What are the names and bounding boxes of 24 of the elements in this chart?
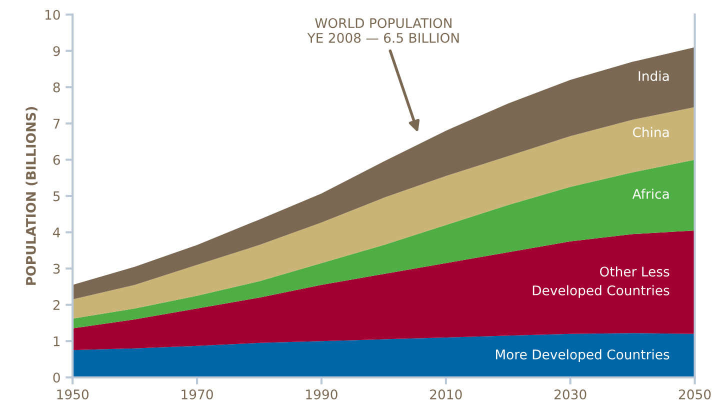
series-label: More Developed Countries <box>496 349 670 362</box>
annotation: WORLD POPULATION YE 2008 — 6.5 BILLION <box>307 18 459 43</box>
y-tick-label: 4 <box>53 228 60 238</box>
y-tick-label: 7 <box>53 118 60 128</box>
y-tick-label: 10 <box>45 10 60 20</box>
series-label: India <box>638 70 669 82</box>
x-tick-label: 1950 <box>57 389 89 400</box>
y-tick-label: 9 <box>53 46 60 56</box>
y-tick-label: 6 <box>53 154 60 165</box>
series-label: Africa <box>632 188 669 199</box>
y-tick-label: 3 <box>53 264 60 274</box>
y-axis-title: POPULATION (BILLIONS) <box>26 107 38 285</box>
x-tick-label: 2010 <box>430 389 462 400</box>
x-tick-label: 2030 <box>554 389 586 400</box>
x-tick-label: 2050 <box>678 389 711 400</box>
series-label: China <box>632 127 669 138</box>
y-tick-label: 5 <box>53 191 60 202</box>
y-tick-label: 0 <box>53 372 60 383</box>
y-tick-label: 2 <box>53 300 60 310</box>
series-label: Other Less Developed Countries <box>532 266 670 298</box>
y-tick-label: 8 <box>53 82 60 92</box>
y-tick-label: 1 <box>54 336 60 346</box>
x-tick-label: 1970 <box>182 389 213 400</box>
x-tick-label: 1990 <box>306 389 338 400</box>
